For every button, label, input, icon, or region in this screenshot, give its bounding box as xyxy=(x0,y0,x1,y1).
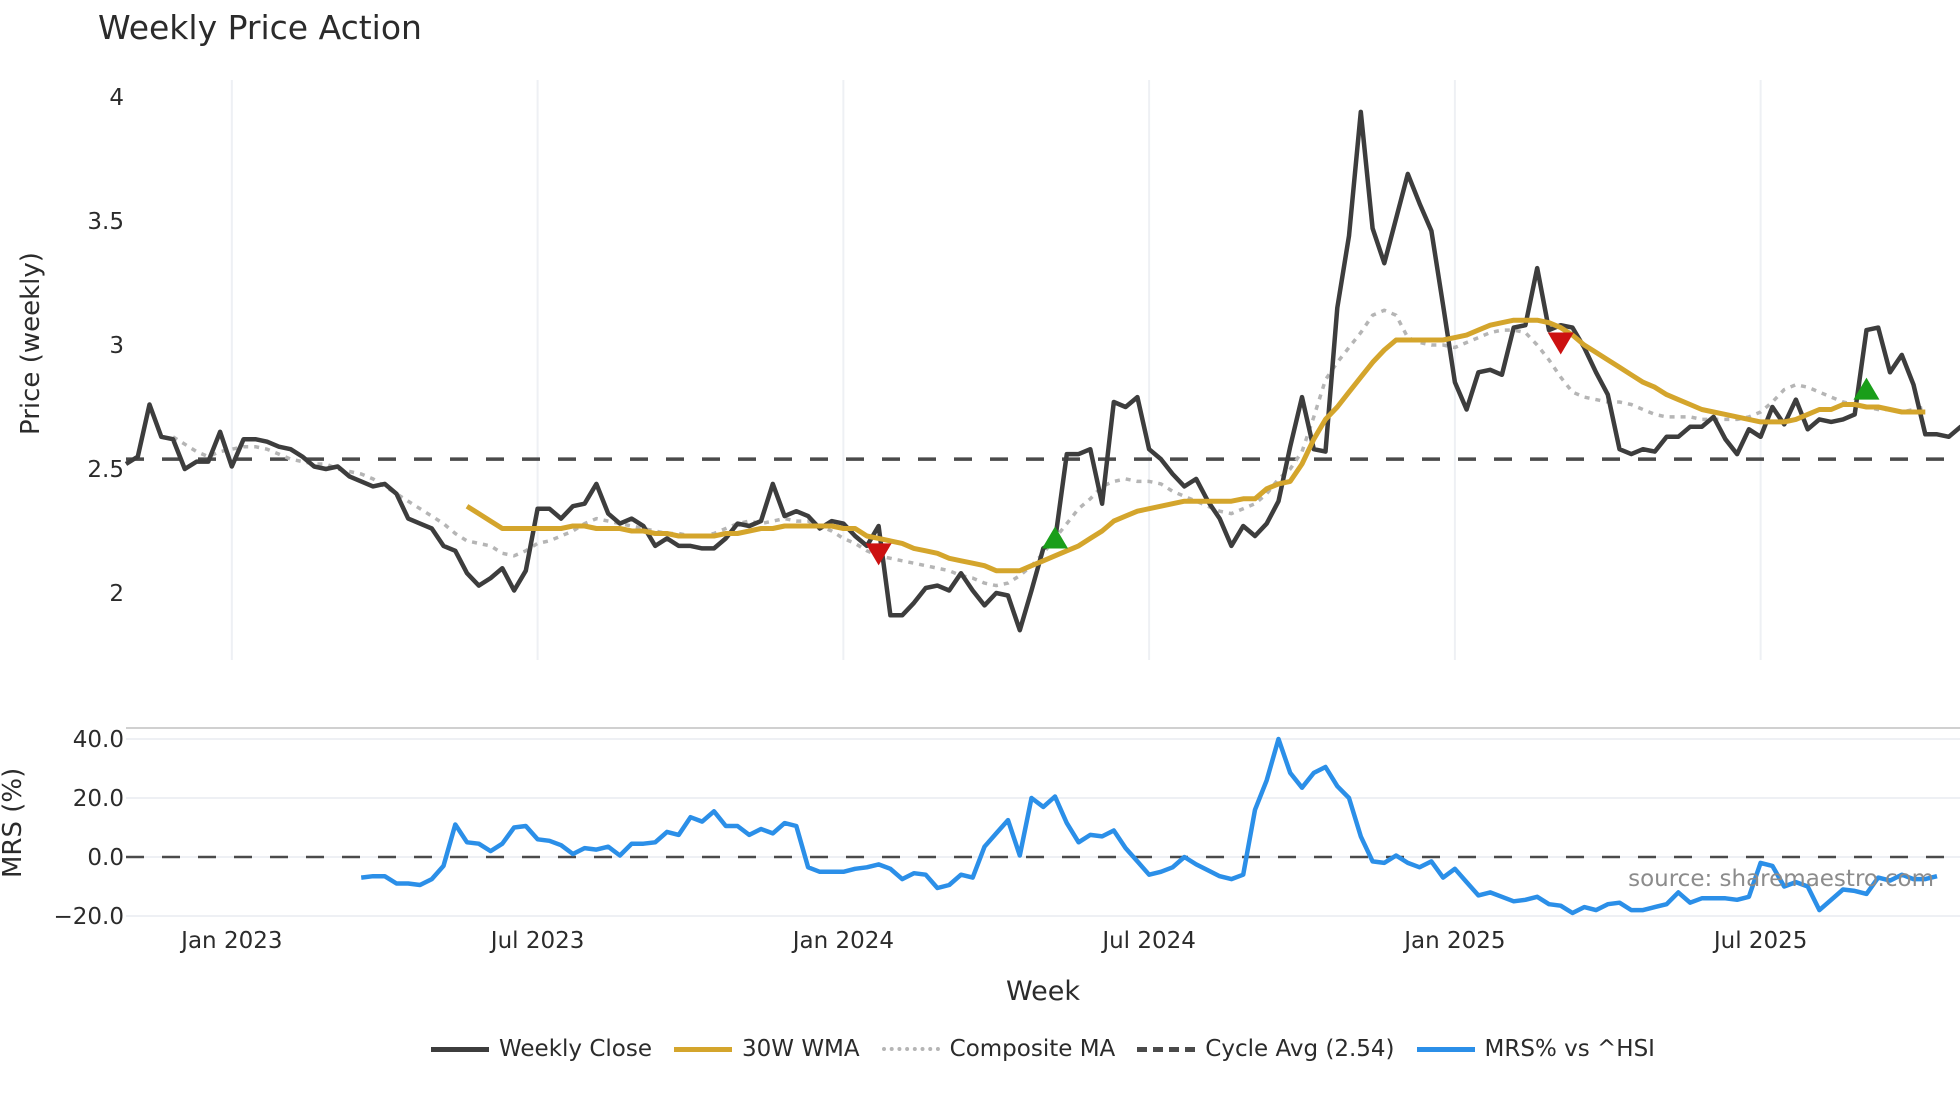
x-tick-label: Jul 2023 xyxy=(489,928,585,954)
weekly-close-line xyxy=(124,109,1960,633)
legend-swatch-30w-wma xyxy=(674,1046,732,1052)
x-tick-label: Jan 2025 xyxy=(1402,928,1505,954)
y-tick-label-mrs: 20.0 xyxy=(73,786,124,812)
y-tick-label-price: 2 xyxy=(109,581,124,607)
sell-signal-triangle-down-icon xyxy=(865,543,892,566)
legend: Weekly Close 30W WMA Composite MA Cycle … xyxy=(0,1036,1960,1062)
composite-ma-line xyxy=(172,308,1926,588)
signal-markers xyxy=(865,332,1880,566)
y-tick-label-price: 2.5 xyxy=(87,457,124,483)
x-tick-label: Jan 2024 xyxy=(791,928,894,954)
legend-swatch-weekly-close xyxy=(431,1046,490,1052)
x-tick-label: Jul 2024 xyxy=(1100,928,1196,954)
wma-30w-line xyxy=(465,317,1926,574)
legend-item-30w-wma[interactable]: 30W WMA xyxy=(674,1036,860,1062)
legend-label: MRS% vs ^HSI xyxy=(1484,1036,1655,1062)
legend-swatch-cycle-avg xyxy=(1137,1046,1196,1052)
x-tick-label: Jul 2025 xyxy=(1712,928,1808,954)
y-tick-label-mrs: 40.0 xyxy=(73,727,124,753)
y-tick-label-price: 4 xyxy=(109,85,124,111)
legend-swatch-composite-ma xyxy=(881,1047,940,1051)
y-tick-label-price: 3.5 xyxy=(87,209,124,235)
legend-item-composite-ma[interactable]: Composite MA xyxy=(881,1036,1116,1062)
legend-item-mrs[interactable]: MRS% vs ^HSI xyxy=(1416,1036,1655,1062)
x-tick-label: Jan 2023 xyxy=(179,928,282,954)
buy-signal-triangle-up-icon xyxy=(1042,526,1069,549)
buy-signal-triangle-up-icon xyxy=(1853,377,1880,400)
y-axis-label-mrs: MRS (%) xyxy=(0,767,28,878)
legend-swatch-mrs xyxy=(1416,1046,1475,1052)
source-annotation: source: sharemaestro.com xyxy=(1628,866,1934,892)
legend-item-cycle-avg[interactable]: Cycle Avg (2.54) xyxy=(1137,1036,1395,1062)
legend-label: Cycle Avg (2.54) xyxy=(1205,1036,1395,1062)
chart-title: Weekly Price Action xyxy=(98,8,422,47)
x-axis-label: Week xyxy=(1006,976,1080,1007)
legend-label: Weekly Close xyxy=(499,1036,652,1062)
series-lines xyxy=(124,109,1960,916)
y-tick-label-mrs: −20.0 xyxy=(54,904,124,930)
legend-label: 30W WMA xyxy=(742,1036,860,1062)
y-tick-label-price: 3 xyxy=(109,333,124,359)
y-axis-label-price: Price (weekly) xyxy=(16,252,46,435)
sell-signal-triangle-down-icon xyxy=(1547,332,1574,355)
mrs-line xyxy=(360,736,1938,916)
legend-item-weekly-close[interactable]: Weekly Close xyxy=(431,1036,652,1062)
y-tick-label-mrs: 0.0 xyxy=(87,845,124,871)
axis-ticks: Jan 2023 Jul 2023 Jan 2024 Jul 2024 Jan 2025… xyxy=(54,85,1808,954)
legend-label: Composite MA xyxy=(949,1036,1116,1062)
